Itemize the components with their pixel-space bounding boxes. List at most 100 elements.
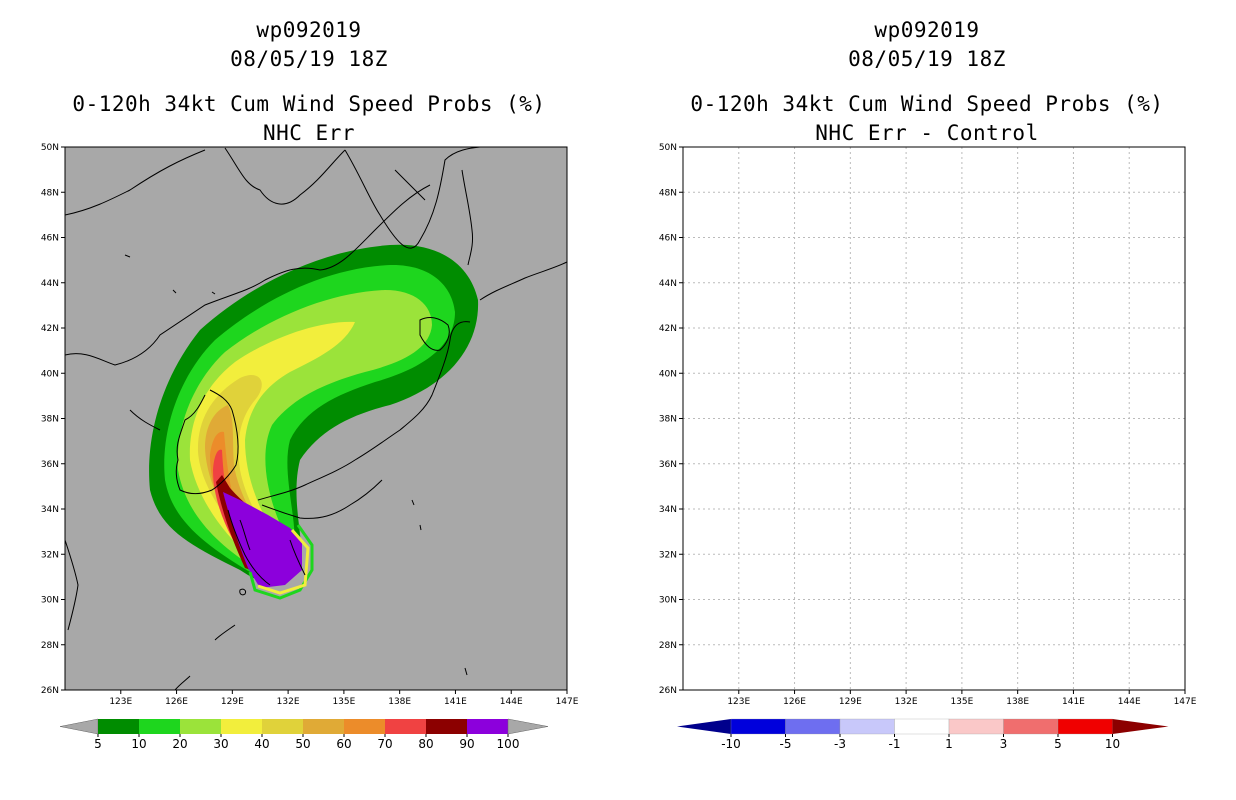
coast-island-1	[124, 254, 131, 258]
right-ytick-label: 32N	[659, 550, 677, 560]
left-xtick-label: 138E	[388, 697, 411, 707]
right-colorbar-swatch	[730, 718, 786, 735]
right-ytick-label: 46N	[659, 234, 677, 244]
right-colorbar-label: -3	[834, 737, 846, 751]
left-colorbar-swatch	[98, 719, 139, 734]
left-xtick-label: 147E	[556, 697, 579, 707]
coast-hokkaido	[419, 317, 450, 351]
left-colorbar-swatch	[385, 719, 426, 734]
coast-russia	[344, 147, 481, 249]
left-colorbar-label: 50	[295, 737, 310, 751]
left-chart-title: 0-120h 34kt Cum Wind Speed Probs (%)	[72, 92, 546, 116]
coast-sakhalin	[461, 169, 473, 266]
left-chart-subtitle: NHC Err	[262, 121, 355, 145]
left-colorbar-label: 90	[459, 737, 474, 751]
right-map-panel: 123E 126E 129E 132E 135E 138E 141E 144E 147E 26N 2…	[659, 143, 1197, 707]
left-ytick-label: 46N	[41, 234, 59, 244]
right-chart-title: 0-120h 34kt Cum Wind Speed Probs (%)	[690, 92, 1164, 116]
prob-contour-yellow-edge	[257, 529, 310, 595]
right-ytick-label: 26N	[659, 686, 677, 696]
left-colorbar-swatch	[303, 719, 344, 734]
left-colorbar-label: 20	[172, 737, 187, 751]
right-colorbar-label: -1	[889, 737, 901, 751]
left-colorbar-swatch	[467, 719, 508, 734]
left-colorbar-label: 80	[418, 737, 433, 751]
right-colorbar-swatch	[894, 718, 950, 735]
coast-kuril	[479, 261, 567, 301]
right-storm-id: wp092019	[874, 18, 980, 42]
left-xtick-label: 141E	[444, 697, 467, 707]
right-xtick-label: 141E	[1062, 697, 1085, 707]
left-colorbar-swatch	[426, 719, 467, 734]
right-colorbar-label: 3	[1000, 737, 1008, 751]
left-ytick-label: 42N	[41, 324, 59, 334]
left-axis-ticks: 123E 126E 129E 132E 135E 138E 141E 144E 147E 26N 2…	[41, 143, 579, 707]
right-xtick-label: 132E	[895, 697, 918, 707]
right-gridlines	[683, 147, 1185, 690]
prob-contour-100	[223, 492, 302, 588]
right-colorbar-label: -10	[721, 737, 741, 751]
left-colorbar-label: 70	[377, 737, 392, 751]
coast-island-3	[211, 291, 216, 295]
right-colorbar-swatch	[839, 718, 895, 735]
left-colorbar-swatch	[180, 719, 221, 734]
left-xtick-label: 144E	[500, 697, 523, 707]
right-xtick-label: 123E	[727, 697, 750, 707]
left-ytick-label: 26N	[41, 686, 59, 696]
coast-island-4	[239, 588, 246, 596]
left-colorbar-swatch	[221, 719, 262, 734]
left-colorbar-label: 60	[336, 737, 351, 751]
right-colorbar-label: 5	[1054, 737, 1062, 751]
right-colorbar-swatch	[1003, 718, 1059, 735]
left-colorbar-label: 30	[213, 737, 228, 751]
right-xtick-label: 129E	[839, 697, 862, 707]
prob-contour-60	[210, 431, 262, 553]
left-colorbar-swatch	[344, 719, 385, 734]
left-xtick-label: 123E	[109, 697, 132, 707]
right-ytick-label: 44N	[659, 279, 677, 289]
left-datetime: 08/05/19 18Z	[230, 47, 388, 71]
coast-island-2	[172, 289, 177, 294]
right-colorbar-label: 1	[945, 737, 953, 751]
right-colorbar-low-arrow	[677, 719, 731, 734]
left-storm-id: wp092019	[256, 18, 362, 42]
left-ytick-label: 44N	[41, 279, 59, 289]
right-ytick-label: 36N	[659, 460, 677, 470]
left-ytick-label: 36N	[41, 460, 59, 470]
right-ytick-label: 42N	[659, 324, 677, 334]
left-xtick-label: 126E	[165, 697, 188, 707]
coast-japan-honshu	[257, 321, 471, 501]
right-datetime: 08/05/19 18Z	[848, 47, 1006, 71]
right-ytick-label: 40N	[659, 369, 677, 379]
left-xtick-label: 135E	[332, 697, 355, 707]
left-colorbar-label: 100	[497, 737, 520, 751]
right-colorbar-swatch	[785, 718, 841, 735]
right-xtick-label: 126E	[783, 697, 806, 707]
coast-ryukyu	[174, 499, 468, 690]
coast-kyushu	[227, 509, 271, 586]
left-colorbar-low-arrow	[59, 718, 99, 735]
left-colorbar-label: 40	[254, 737, 269, 751]
right-ytick-label: 30N	[659, 596, 677, 606]
left-probability-swath	[149, 244, 479, 600]
coast-china-korea	[65, 184, 431, 431]
left-ytick-label: 32N	[41, 550, 59, 560]
right-colorbar-swatch	[1057, 718, 1113, 735]
coast-japan-south	[261, 479, 383, 576]
left-ytick-label: 40N	[41, 369, 59, 379]
right-colorbar-label: -5	[780, 737, 792, 751]
right-axis-ticks: 123E 126E 129E 132E 135E 138E 141E 144E 147E 26N 2…	[659, 143, 1197, 707]
coast-asia-north	[65, 147, 346, 216]
left-colorbar-label: 5	[94, 737, 102, 751]
left-ytick-label: 34N	[41, 505, 59, 515]
right-xtick-label: 144E	[1118, 697, 1141, 707]
right-ytick-label: 48N	[659, 188, 677, 198]
left-ytick-label: 28N	[41, 641, 59, 651]
left-xtick-label: 132E	[277, 697, 300, 707]
right-colorbar: -10 -5 -3 -1 1 3 5 10	[677, 718, 1169, 751]
right-xtick-label: 147E	[1174, 697, 1197, 707]
left-colorbar-swatch	[139, 719, 180, 734]
right-ytick-label: 34N	[659, 505, 677, 515]
left-colorbar-swatch	[262, 719, 303, 734]
